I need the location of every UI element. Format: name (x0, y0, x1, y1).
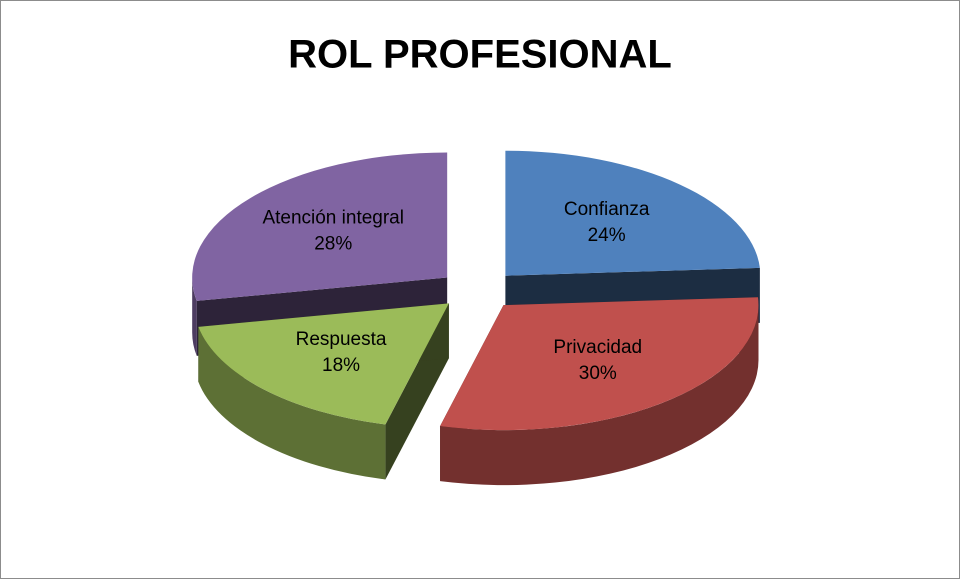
value-label: 18% (322, 355, 360, 376)
data-label: Privacidad 30% (553, 337, 642, 384)
data-label: Confianza 24% (564, 199, 650, 246)
slice (198, 303, 449, 480)
slice-top (198, 303, 449, 425)
slice (440, 297, 759, 486)
slice-outer-side (198, 326, 386, 480)
slice-outer-side (192, 277, 197, 356)
value-label: 24% (588, 225, 626, 246)
category-label: Confianza (564, 199, 650, 220)
data-label: Atención integral 28% (262, 207, 404, 254)
slice-top (192, 152, 448, 301)
chart-title: ROL PROFESIONAL (288, 33, 672, 77)
value-label: 30% (579, 363, 617, 384)
category-label: Atención integral (262, 207, 404, 228)
category-label: Respuesta (296, 329, 387, 350)
category-label: Privacidad (553, 337, 642, 358)
slice-top (505, 150, 760, 276)
slice-top (440, 297, 759, 431)
slice-outer-side (440, 305, 759, 486)
data-label: Respuesta 18% (296, 329, 387, 376)
value-label: 28% (314, 233, 352, 254)
